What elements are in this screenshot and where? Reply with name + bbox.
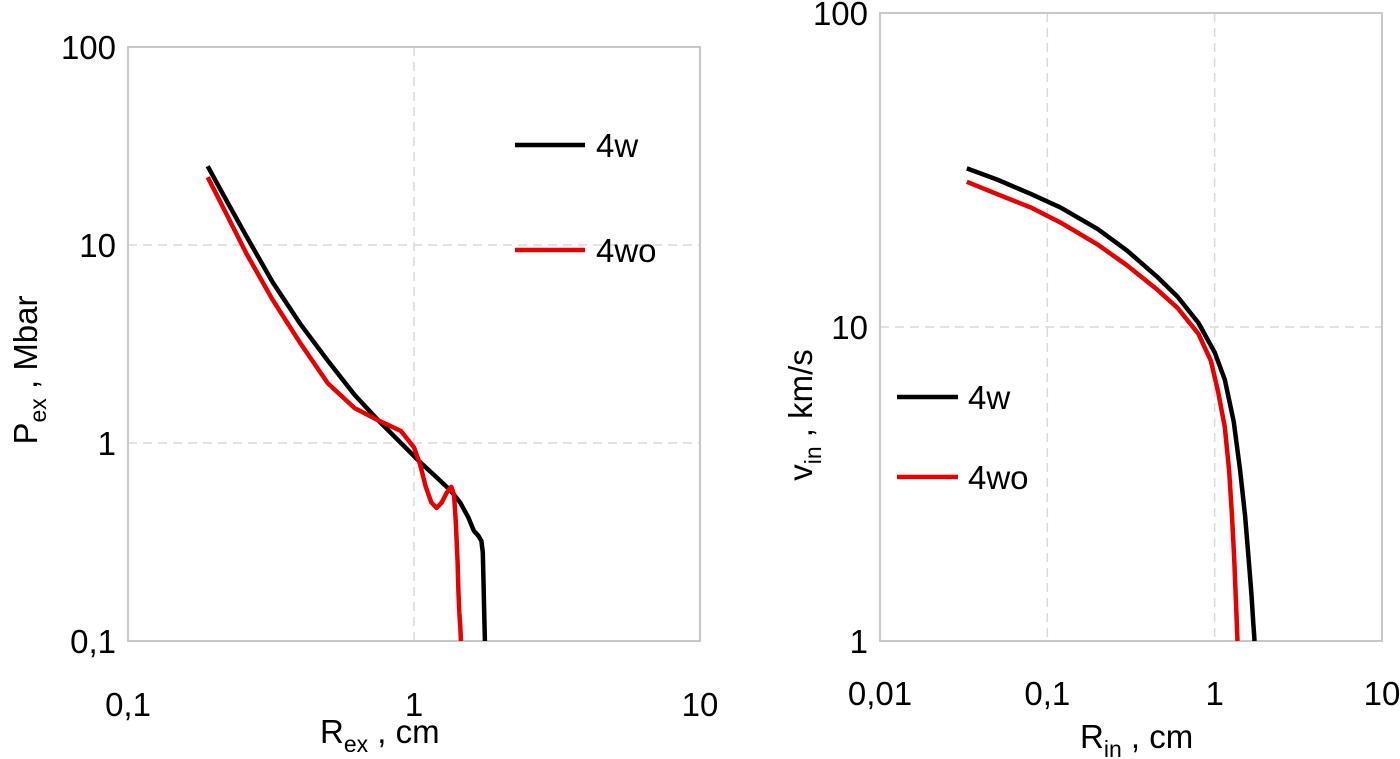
chart2-legend-label-4wo: 4wo — [968, 459, 1029, 496]
chart2-y-tick-label: 10 — [831, 309, 868, 346]
chart2-legend-label-4w: 4w — [968, 379, 1010, 416]
chart2-x-tick-label: 0,1 — [1024, 675, 1070, 712]
chart2-y-axis-label: vin , km/s — [782, 349, 826, 481]
chart1-series-4wo-line — [205, 176, 464, 642]
chart2-plot-frame — [879, 12, 1383, 642]
chart1-series-4w-line — [205, 165, 488, 642]
chart2-series-4wo-line — [965, 179, 1240, 642]
chart1-x-tick-label: 10 — [682, 686, 719, 723]
chart1-y-tick-label: 10 — [79, 227, 116, 264]
chart1-y-axis-label: Pex , Mbar — [7, 295, 51, 444]
chart1-y-tick-label: 1 — [98, 425, 116, 462]
chart2-series-4w-line — [966, 166, 1257, 642]
chart1-y-tick-label: 100 — [61, 29, 116, 66]
chart2-y-tick-label: 1 — [850, 623, 868, 660]
chart1-x-tick-label: 1 — [405, 686, 423, 723]
chart1-legend-label-4w: 4w — [596, 127, 638, 164]
chart1-y-tick-label: 0,1 — [70, 623, 116, 660]
chart2-x-tick-label: 1 — [1205, 675, 1223, 712]
chart2-y-tick-label: 100 — [813, 0, 868, 32]
chart1-plot-frame — [127, 46, 701, 642]
chart1-x-tick-label: 0,1 — [105, 686, 151, 723]
chart2-x-tick-label: 0,01 — [848, 675, 912, 712]
chart2-x-axis-label: Rin , cm — [1080, 718, 1193, 759]
chart1-x-axis-label: Rex , cm — [320, 713, 440, 757]
chart1-legend-label-4wo: 4wo — [596, 232, 657, 269]
chart2-x-tick-label: 10 — [1364, 675, 1400, 712]
